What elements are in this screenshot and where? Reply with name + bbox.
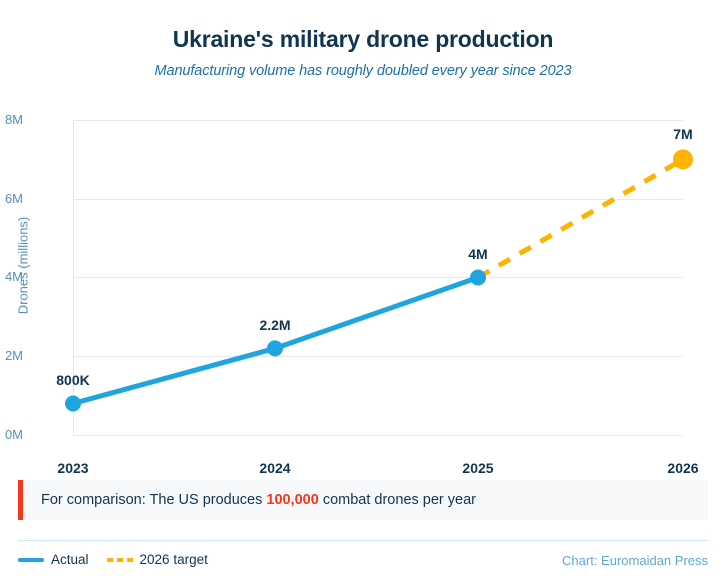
x-tick-label-2025: 2025 (462, 460, 494, 476)
chart-credit: Chart: Euromaidan Press (562, 553, 708, 568)
data-label-2026: 7M (673, 126, 693, 142)
gridline-0m (73, 435, 683, 436)
gridline-2m (73, 356, 683, 357)
chart-header: Ukraine's military drone production Manu… (0, 0, 726, 79)
plot-wrapper: Drones (millions) 8M 6M 4M 2M 0M (0, 100, 726, 476)
legend-swatch-solid-icon (18, 557, 44, 562)
callout-suffix: combat drones per year (318, 492, 476, 508)
legend-item-actual[interactable]: Actual (18, 552, 89, 567)
x-tick-label-2024: 2024 (259, 460, 291, 476)
data-label-2025: 4M (468, 246, 488, 262)
footer-divider (18, 540, 708, 541)
data-label-2024: 2.2M (259, 317, 291, 333)
legend-item-target[interactable]: 2026 target (106, 552, 208, 567)
y-tick-label-4m: 4M (4, 269, 23, 284)
legend-swatch-dotted-icon (106, 557, 133, 562)
comparison-callout: For comparison: The US produces 100,000 … (18, 480, 708, 520)
plot-area: 8M 6M 4M 2M 0M 800K 2.2M 4M 7M 2023 (5, 112, 699, 476)
data-point-2023[interactable] (65, 395, 81, 412)
gridline-6m (73, 199, 683, 200)
chart-subtitle: Manufacturing volume has roughly doubled… (154, 63, 572, 79)
page-title: Ukraine's military drone production (172, 26, 554, 52)
callout-accent-bar (18, 480, 23, 520)
legend-label-actual: Actual (51, 552, 89, 567)
data-point-2026[interactable] (673, 149, 693, 170)
legend-label-target: 2026 target (139, 552, 208, 567)
callout-number: 100,000 (266, 492, 319, 508)
data-point-2025[interactable] (470, 269, 486, 286)
callout-text: For comparison: The US produces 100,000 … (23, 492, 476, 508)
data-label-2023: 800K (56, 372, 90, 388)
x-tick-label-2026: 2026 (667, 460, 699, 476)
y-tick-label-6m: 6M (4, 191, 23, 206)
y-tick-label-0m: 0M (4, 427, 23, 442)
y-tick-label-8m: 8M (4, 112, 23, 127)
y-tick-label-2m: 2M (4, 348, 23, 363)
gridline-8m (73, 120, 683, 121)
data-point-2024[interactable] (267, 340, 283, 357)
series-line-target (476, 157, 685, 280)
callout-prefix: For comparison: The US produces (41, 492, 267, 508)
series-svg (65, 149, 693, 412)
chart-legend: Actual 2026 target (18, 552, 208, 567)
x-tick-label-2023: 2023 (57, 460, 89, 476)
gridline-4m (73, 277, 683, 278)
